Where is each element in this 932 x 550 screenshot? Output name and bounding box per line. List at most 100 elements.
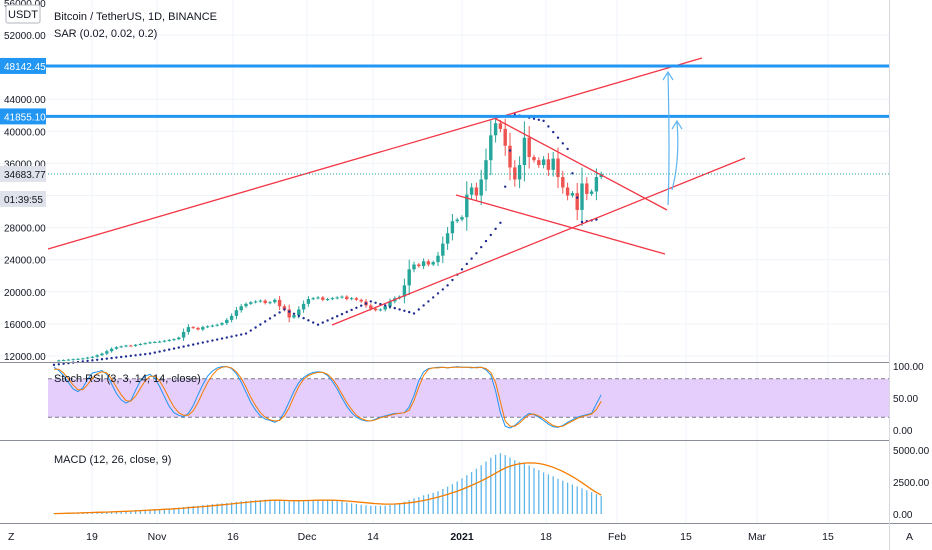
sar-dot — [412, 312, 416, 315]
wedge-upper-line — [495, 118, 668, 211]
candle-body — [580, 183, 584, 210]
price-tag-text: 48142.45 — [4, 62, 46, 73]
candle-body — [561, 177, 565, 188]
sar-dot — [52, 363, 56, 367]
candle-body — [589, 191, 594, 194]
sar-dot — [369, 300, 372, 303]
sar-dot — [201, 341, 204, 344]
macd-signal-line — [53, 462, 602, 515]
candle-body — [124, 345, 128, 347]
candle-body — [441, 243, 445, 256]
candle-body — [249, 302, 253, 304]
sar-dot — [403, 309, 406, 312]
candle-body — [71, 359, 75, 361]
sar-dot — [556, 136, 560, 139]
sar-dot — [249, 329, 252, 332]
sar-dot — [91, 359, 94, 362]
candle-body — [210, 325, 215, 327]
price-tick-label: 52000.00 — [4, 31, 46, 42]
drawings[interactable] — [0, 57, 889, 326]
sar-dot — [297, 314, 300, 318]
sar-dot — [235, 334, 238, 337]
candle-body — [354, 298, 359, 300]
candle-body — [61, 360, 66, 362]
candle-body — [153, 341, 157, 343]
time-tick-label: Nov — [148, 531, 167, 543]
target-arrow-1-head — [662, 70, 674, 81]
candle-body — [465, 194, 469, 218]
sar-dot — [331, 317, 334, 320]
wedge-lower-line — [455, 194, 666, 255]
candle-body — [244, 303, 248, 307]
candle-body — [306, 299, 311, 304]
sar-dot — [446, 284, 449, 287]
sar-dot — [436, 292, 440, 295]
candle-body — [407, 269, 411, 286]
candle-body — [556, 158, 560, 178]
corner-left[interactable]: Z — [8, 531, 15, 543]
candle-body — [503, 128, 507, 146]
time-tick-label: 18 — [540, 531, 552, 543]
candle-body — [498, 123, 503, 129]
sar-dot — [489, 233, 492, 237]
price-tag-text: 41855.10 — [4, 112, 46, 123]
macd-pane[interactable] — [53, 453, 602, 515]
sar-dot — [336, 315, 339, 318]
price-tag-box — [0, 57, 46, 74]
candle-body — [297, 309, 301, 316]
stoch-band — [48, 378, 889, 418]
sar-dot — [360, 304, 363, 307]
sar-dot — [470, 257, 473, 260]
target-arrow-2-head — [671, 119, 683, 130]
price-axis[interactable]: 52000.0048000.0044000.0040000.0036000.00… — [0, 0, 932, 523]
candle-body — [450, 221, 455, 234]
candle-body — [330, 298, 335, 300]
sar-dot — [537, 118, 540, 121]
candle-body — [493, 123, 498, 136]
corner-right[interactable]: A — [906, 531, 913, 543]
time-tick-label: 15 — [680, 531, 692, 543]
candle-body — [81, 358, 85, 360]
candle-body — [263, 300, 267, 304]
candle-body — [426, 261, 431, 265]
sar-dot — [288, 310, 291, 313]
stoch-tick-label: 0.00 — [893, 426, 913, 437]
price-tick-label: 16000.00 — [4, 320, 46, 331]
price-tick-label: 36000.00 — [4, 159, 46, 170]
main-pane[interactable] — [0, 57, 889, 367]
candle-body — [100, 353, 104, 356]
symbol-badge[interactable] — [5, 4, 41, 24]
sar-dot — [465, 262, 468, 266]
candle-body — [282, 306, 287, 310]
candle-body — [186, 327, 191, 332]
candlestick-series — [57, 116, 603, 362]
sar-dot — [364, 302, 368, 305]
sar-dot — [566, 147, 569, 151]
sar-dot — [576, 196, 579, 199]
sar-dot — [172, 347, 176, 350]
sar-dot — [422, 304, 425, 307]
price-tag-text: 01:39:55 — [4, 195, 43, 206]
candle-body — [585, 183, 589, 194]
sar-dot — [508, 149, 512, 152]
candle-body — [445, 233, 450, 244]
stoch-legend: Stoch RSI (3, 3, 14, 14, close) — [54, 373, 201, 385]
candle-body — [489, 135, 493, 161]
candle-body — [479, 179, 483, 196]
stoch-rsi-pane[interactable] — [48, 366, 889, 429]
sar-dot — [139, 353, 142, 356]
candle-body — [359, 299, 363, 302]
candle-body — [321, 297, 325, 300]
candle-body — [421, 261, 426, 267]
candle-body — [551, 158, 555, 170]
sar-dot — [292, 312, 296, 316]
candle-body — [85, 357, 90, 359]
candle-body — [469, 187, 474, 195]
time-axis[interactable]: 19 Nov 16 Dec 14 2021 18 Feb 15 Mar 15 — [86, 531, 834, 543]
sar-dot — [105, 357, 109, 360]
sar-dot — [350, 308, 353, 312]
sar-dot — [441, 288, 444, 291]
time-tick-label: 19 — [86, 531, 98, 543]
